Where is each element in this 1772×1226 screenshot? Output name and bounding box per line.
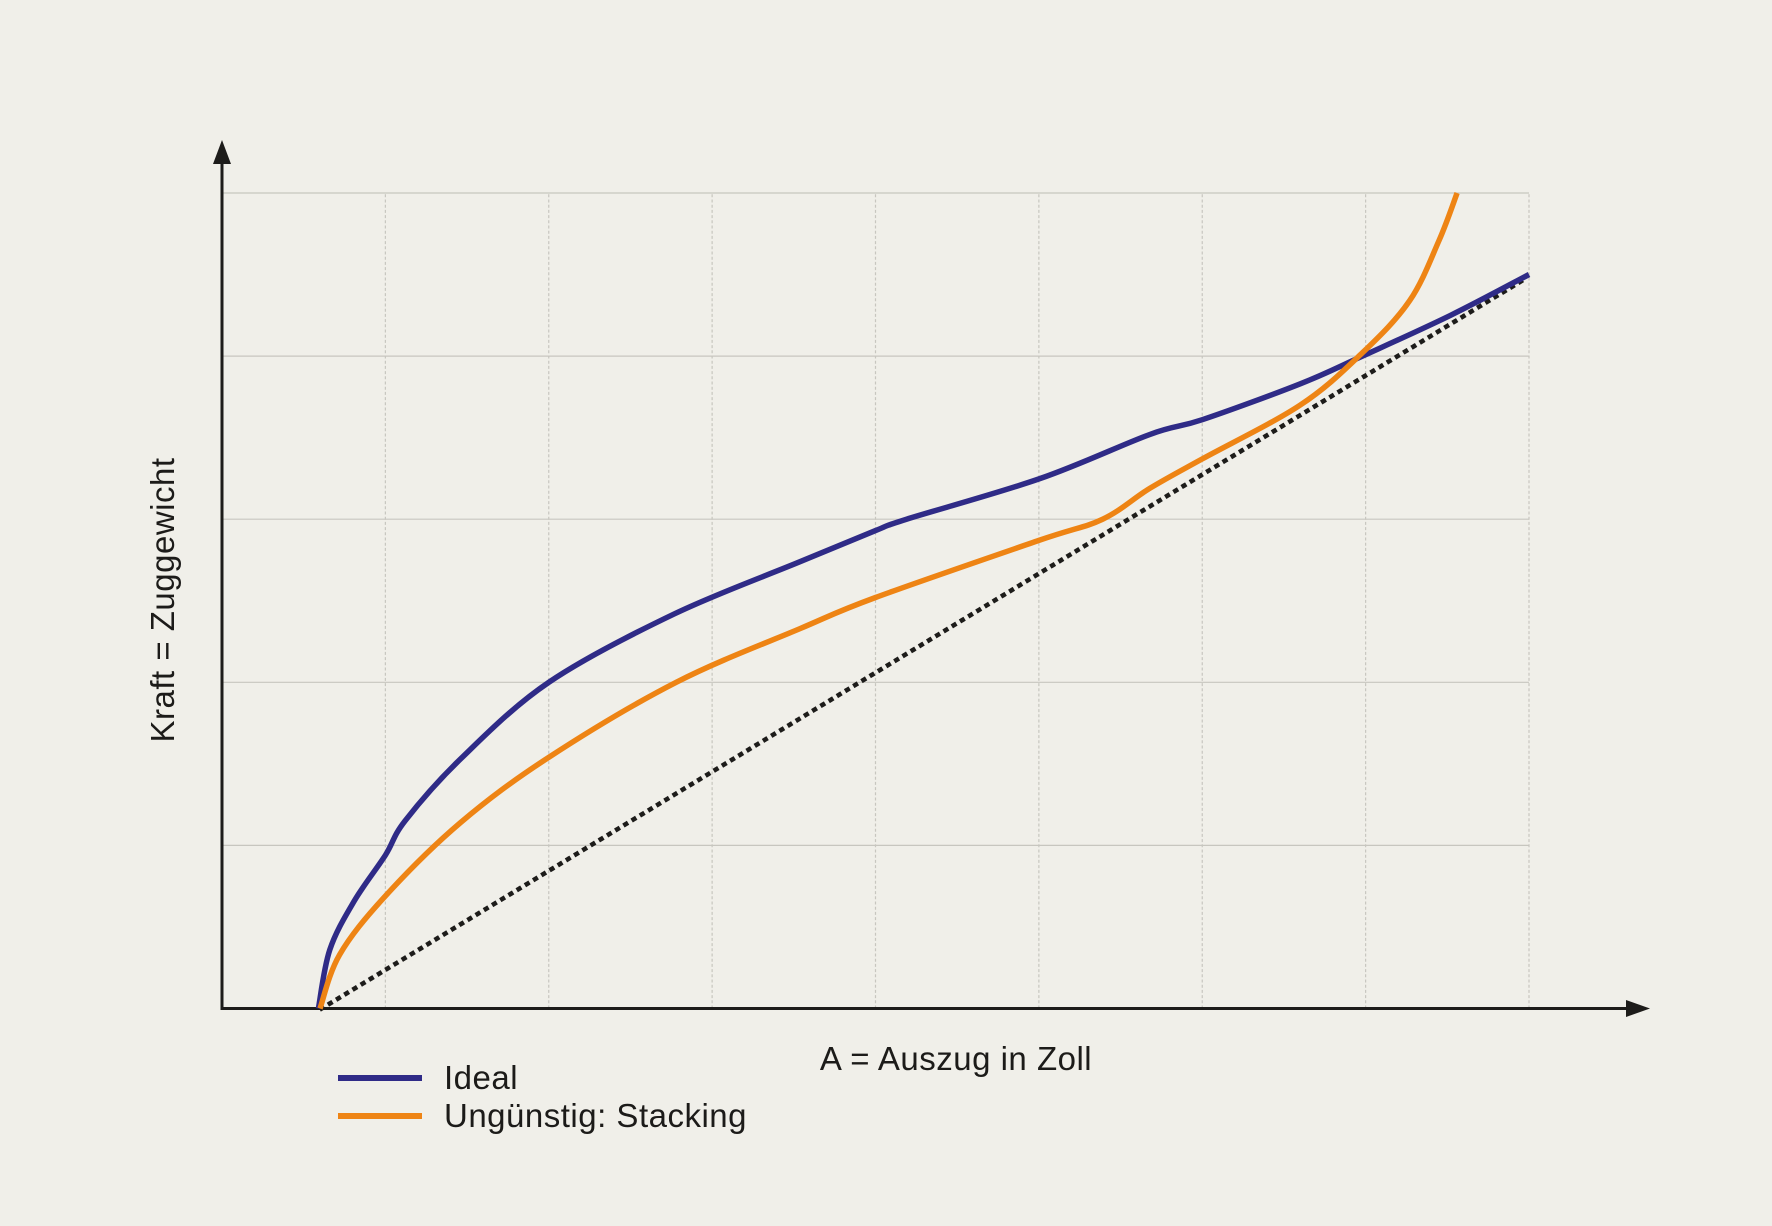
legend: Ideal Ungünstig: Stacking xyxy=(338,1059,747,1135)
ideal-curve xyxy=(315,272,1531,1010)
y-axis-label: Kraft = Zuggewicht xyxy=(144,457,181,743)
legend-label-ideal: Ideal xyxy=(444,1059,519,1096)
x-axis-label: A = Auszug in Zoll xyxy=(819,1040,1093,1077)
legend-swatch-ideal xyxy=(338,1075,422,1081)
legend-label-stacking: Ungünstig: Stacking xyxy=(444,1097,748,1134)
y-axis-arrowhead xyxy=(213,140,231,164)
legend-swatch-stacking xyxy=(338,1113,422,1119)
x-axis-arrowhead xyxy=(1626,1000,1650,1017)
reference-dotted-line xyxy=(318,276,1528,1012)
legend-item-stacking: Ungünstig: Stacking xyxy=(338,1097,747,1135)
legend-item-ideal: Ideal xyxy=(338,1059,747,1097)
stacking-curve xyxy=(317,192,1460,1010)
